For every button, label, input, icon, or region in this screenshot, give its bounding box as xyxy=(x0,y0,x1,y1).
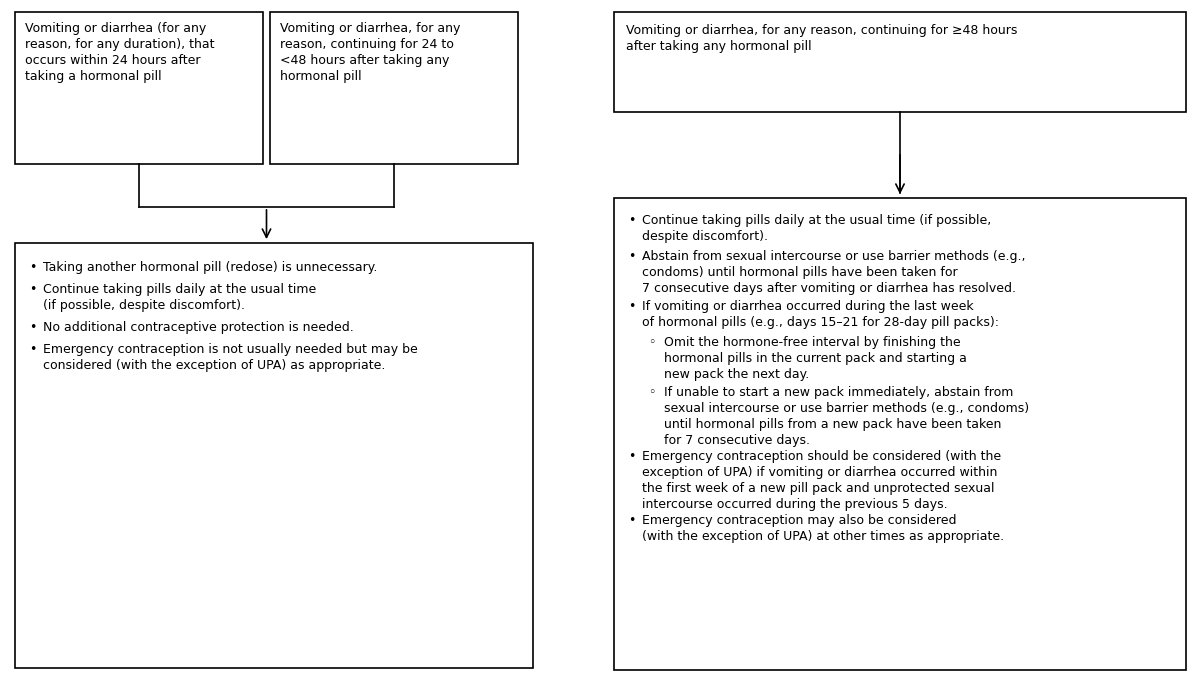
Text: •: • xyxy=(29,284,36,297)
Text: Emergency contraception is not usually needed but may be
considered (with the ex: Emergency contraception is not usually n… xyxy=(43,343,418,372)
Text: Continue taking pills daily at the usual time
(if possible, despite discomfort).: Continue taking pills daily at the usual… xyxy=(43,284,317,312)
Bar xyxy=(270,12,518,164)
Text: •: • xyxy=(29,321,36,333)
Bar xyxy=(14,243,533,668)
Text: •: • xyxy=(628,450,635,463)
Text: Abstain from sexual intercourse or use barrier methods (e.g.,
condoms) until hor: Abstain from sexual intercourse or use b… xyxy=(642,250,1026,295)
Text: Continue taking pills daily at the usual time (if possible,
despite discomfort).: Continue taking pills daily at the usual… xyxy=(642,214,991,243)
Text: •: • xyxy=(628,514,635,527)
Text: ◦: ◦ xyxy=(648,386,655,399)
Bar xyxy=(614,198,1186,670)
Text: Emergency contraception should be considered (with the
exception of UPA) if vomi: Emergency contraception should be consid… xyxy=(642,450,1001,511)
Text: •: • xyxy=(628,214,635,227)
Text: •: • xyxy=(628,300,635,313)
Text: •: • xyxy=(29,261,36,274)
Text: Omit the hormone-free interval by finishing the
hormonal pills in the current pa: Omit the hormone-free interval by finish… xyxy=(664,336,967,381)
Text: ◦: ◦ xyxy=(648,336,655,349)
Bar xyxy=(14,12,263,164)
Text: Emergency contraception may also be considered
(with the exception of UPA) at ot: Emergency contraception may also be cons… xyxy=(642,514,1004,543)
Text: Taking another hormonal pill (redose) is unnecessary.: Taking another hormonal pill (redose) is… xyxy=(43,261,377,274)
Text: •: • xyxy=(628,250,635,263)
Text: If unable to start a new pack immediately, abstain from
sexual intercourse or us: If unable to start a new pack immediatel… xyxy=(664,386,1030,447)
Text: No additional contraceptive protection is needed.: No additional contraceptive protection i… xyxy=(43,321,354,333)
Text: Vomiting or diarrhea (for any
reason, for any duration), that
occurs within 24 h: Vomiting or diarrhea (for any reason, fo… xyxy=(25,22,215,83)
Text: •: • xyxy=(29,343,36,356)
Bar xyxy=(614,12,1186,112)
Text: If vomiting or diarrhea occurred during the last week
of hormonal pills (e.g., d: If vomiting or diarrhea occurred during … xyxy=(642,300,998,329)
Text: Vomiting or diarrhea, for any reason, continuing for ≥48 hours
after taking any : Vomiting or diarrhea, for any reason, co… xyxy=(626,24,1018,53)
Text: Vomiting or diarrhea, for any
reason, continuing for 24 to
<48 hours after takin: Vomiting or diarrhea, for any reason, co… xyxy=(280,22,461,83)
